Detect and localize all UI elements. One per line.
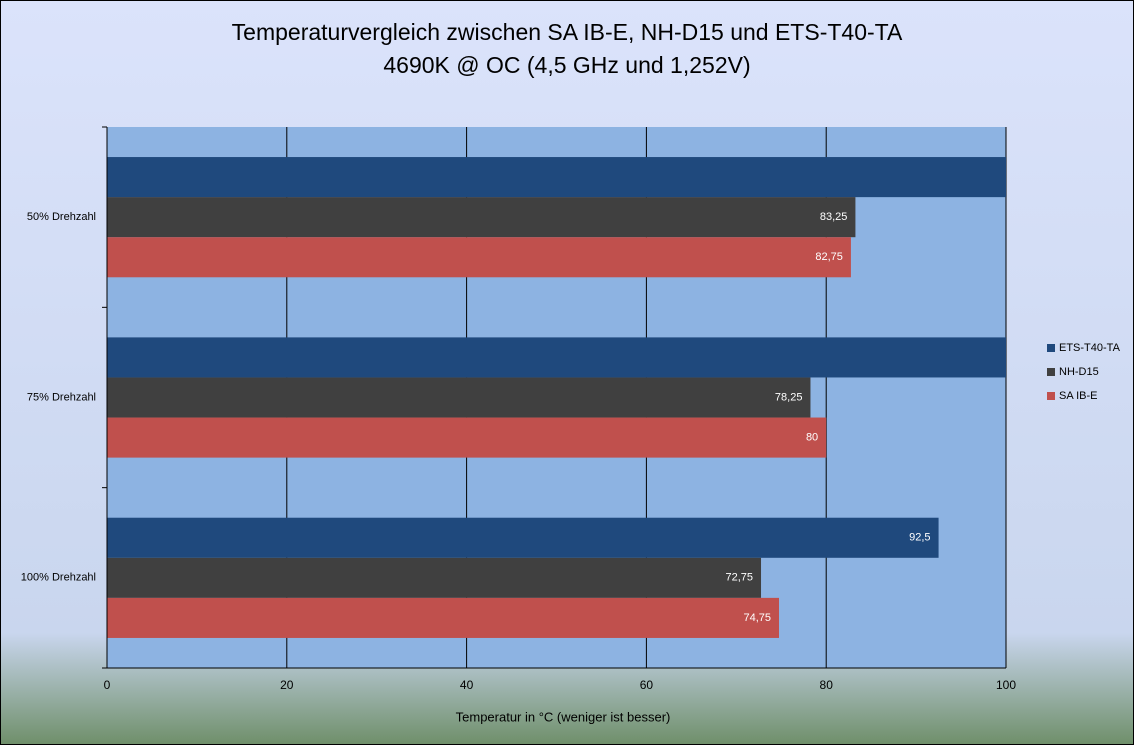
- x-tick-label: 20: [280, 678, 294, 692]
- bar: [107, 417, 827, 458]
- data-label: 83,25: [820, 211, 848, 223]
- legend-label: ETS-T40-TA: [1059, 342, 1121, 354]
- legend-label: NH-D15: [1059, 366, 1099, 378]
- y-tick-label: 75% Drehzahl: [27, 391, 96, 403]
- data-label: 74,75: [743, 612, 771, 624]
- chart-subtitle: 4690K @ OC (4,5 GHz und 1,252V): [383, 52, 750, 78]
- y-tick-label: 100% Drehzahl: [21, 572, 96, 584]
- data-label: 82,75: [815, 251, 843, 263]
- bar: [107, 377, 811, 418]
- bar: [107, 237, 851, 278]
- x-axis-label: Temperatur in °C (weniger ist besser): [456, 709, 671, 724]
- x-tick-label: 0: [104, 678, 111, 692]
- bar: [107, 157, 1006, 198]
- bar: [107, 597, 780, 638]
- data-label: 80: [806, 431, 818, 443]
- x-tick-label: 100: [996, 678, 1016, 692]
- data-label: 92,5: [909, 532, 930, 544]
- data-label: 78,25: [775, 391, 803, 403]
- legend-swatch: [1047, 344, 1055, 352]
- bar: [107, 517, 939, 558]
- legend-swatch: [1047, 392, 1055, 400]
- data-label: 72,75: [725, 572, 753, 584]
- chart-title: Temperaturvergleich zwischen SA IB-E, NH…: [232, 19, 903, 45]
- bar: [107, 557, 762, 598]
- x-tick-label: 80: [820, 678, 834, 692]
- legend-swatch: [1047, 368, 1055, 376]
- bar: [107, 197, 856, 238]
- x-tick-label: 60: [640, 678, 654, 692]
- legend-label: SA IB-E: [1059, 390, 1098, 402]
- x-tick-label: 40: [460, 678, 474, 692]
- bar: [107, 337, 1006, 378]
- y-tick-label: 50% Drehzahl: [27, 211, 96, 223]
